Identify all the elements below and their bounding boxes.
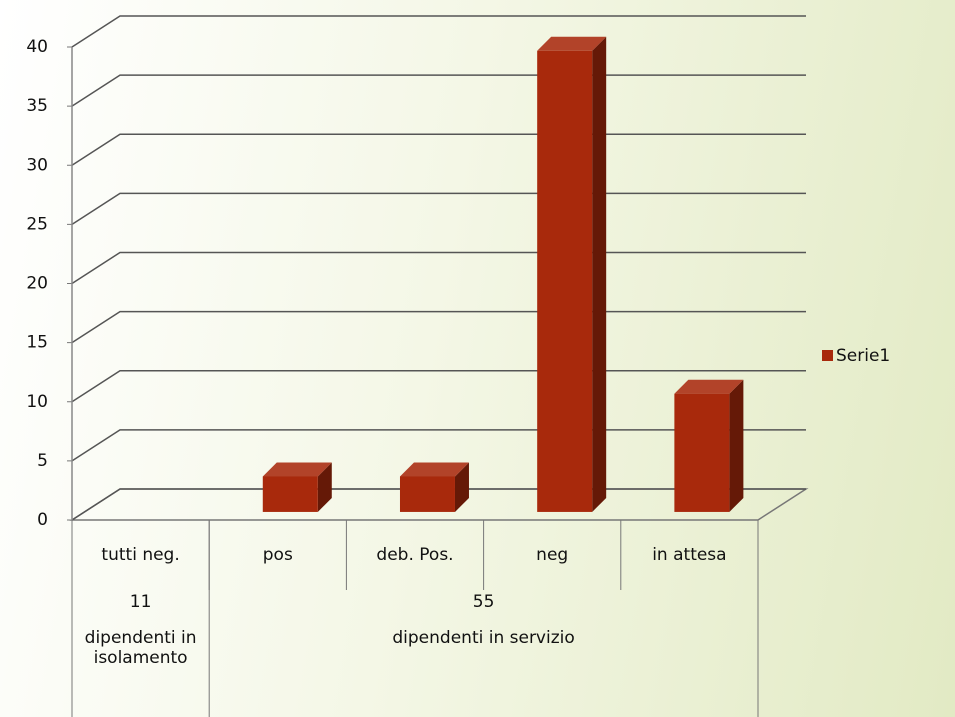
y-tick-label: 30 (26, 155, 48, 175)
bar (399, 476, 455, 512)
group-total: 55 (473, 592, 495, 612)
group-total: 11 (130, 592, 152, 612)
group-label-box: dipendenti in servizio (392, 628, 575, 648)
grid-line (71, 133, 806, 166)
bar-top (399, 462, 469, 477)
y-tick-label: 15 (26, 333, 48, 353)
y-tick-label: 5 (37, 451, 48, 471)
bar (262, 476, 318, 512)
bar-side (317, 462, 332, 512)
x-tick-label: neg (536, 545, 568, 565)
y-tick-label: 0 (37, 510, 48, 530)
bar-side (729, 379, 744, 512)
bar-top (674, 379, 744, 394)
bar (537, 50, 593, 512)
legend-label: Serie1 (836, 346, 890, 366)
y-tick-label: 25 (26, 214, 48, 234)
grid-line (71, 251, 806, 285)
y-tick-label: 40 (26, 37, 48, 57)
bar-side (592, 36, 607, 512)
x-tick-label: tutti neg. (101, 545, 179, 565)
bars (262, 36, 744, 512)
y-tick-label: 20 (26, 274, 48, 294)
bar-side (454, 462, 469, 512)
legend-swatch (822, 350, 833, 361)
x-tick-label: pos (263, 545, 293, 565)
grid-line (71, 192, 806, 226)
x-tick-label: in attesa (652, 545, 726, 565)
grid-line (71, 15, 806, 48)
group-label: dipendenti in servizio (392, 628, 575, 648)
bar (674, 393, 730, 512)
grid-line (71, 74, 806, 107)
group-label: dipendenti in isolamento (84, 628, 197, 668)
grid-line (71, 310, 806, 344)
x-tick-label: deb. Pos. (376, 545, 453, 565)
y-tick-label: 10 (26, 392, 48, 412)
bar-top (537, 36, 607, 51)
group-label-box: dipendenti in isolamento (84, 628, 197, 668)
y-tick-label: 35 (26, 96, 48, 116)
bar-top (262, 462, 332, 477)
